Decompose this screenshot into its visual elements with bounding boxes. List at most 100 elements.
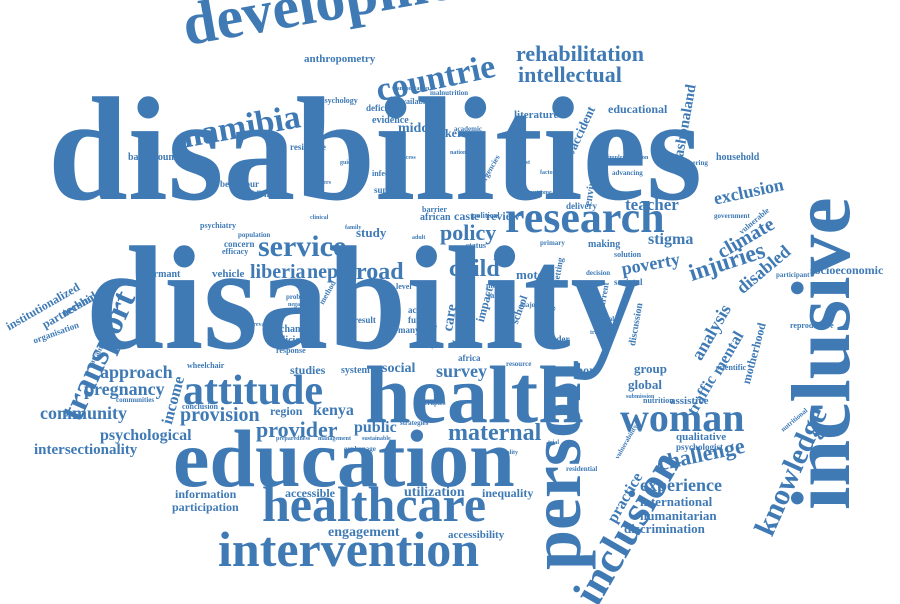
- word-international: international: [640, 494, 713, 509]
- word-health: health: [365, 349, 584, 440]
- word-problem: problem: [286, 293, 312, 301]
- word-communities: communities: [116, 396, 155, 404]
- word-deficiency: deficiency: [366, 103, 405, 113]
- word-participant: participant: [776, 271, 810, 279]
- word-decision: decision: [586, 269, 611, 277]
- word-resilience: resilience: [290, 142, 326, 152]
- word-policies: policies: [272, 335, 304, 346]
- word-political: political: [472, 211, 500, 220]
- word-disability: disability: [86, 217, 641, 381]
- word-government: government: [714, 212, 750, 220]
- word-family: family: [345, 225, 362, 231]
- word-availability: availability: [398, 97, 437, 106]
- word-motherhood: motherhood: [739, 321, 769, 386]
- word-result: result: [354, 315, 376, 325]
- word-needs: needs: [330, 195, 345, 201]
- word-accessible: accessible: [285, 486, 335, 500]
- word-psychiatry: psychiatry: [200, 221, 236, 230]
- word-woman: woman: [620, 395, 745, 440]
- word-submission: submission: [626, 394, 655, 400]
- word-conclusion: conclusion: [182, 402, 219, 411]
- word-rehabilitation: rehabilitation: [516, 41, 644, 66]
- word-literature: literature: [514, 109, 559, 121]
- word-societal: societal: [614, 277, 643, 287]
- word-quality: quality: [500, 450, 519, 456]
- word-teacher: teacher: [625, 195, 679, 214]
- word-educational: educational: [608, 102, 668, 116]
- word-therapies: therapies: [418, 399, 446, 407]
- word-discrimination: discrimination: [624, 521, 705, 536]
- word-report: report: [566, 363, 599, 377]
- word-pregnancy: pregnancy: [84, 379, 165, 399]
- word-scientific: scientific: [716, 363, 747, 372]
- word-negative: negative: [288, 302, 310, 308]
- word-lake: lake: [488, 291, 503, 300]
- word-change: change: [280, 324, 310, 335]
- word-response: response: [276, 346, 306, 355]
- word-delivery: delivery: [566, 201, 597, 211]
- word-vehicle: vehicle: [212, 268, 245, 280]
- word-behaviour: behaviour: [220, 179, 260, 189]
- word-survey: survey: [436, 361, 487, 381]
- word-development: development: [177, 0, 510, 58]
- word-status: status: [466, 241, 487, 250]
- word-african: african: [420, 212, 451, 223]
- word-outcome: outcome: [530, 190, 552, 196]
- word-cost: cost: [520, 160, 530, 166]
- word-intervention: intervention: [218, 521, 480, 577]
- word-gender: gender: [543, 334, 570, 344]
- word-utilization: utilization: [404, 485, 465, 500]
- word-child: child: [449, 256, 500, 282]
- word-africa: africa: [458, 353, 481, 363]
- word-prevalence: prevalence: [250, 322, 278, 328]
- word-wheelchair: wheelchair: [187, 361, 225, 370]
- word-assistive: assistive: [670, 395, 709, 407]
- word-intellectual: intellectual: [518, 62, 622, 87]
- word-healthcare: healthcare: [262, 476, 487, 532]
- word-transportation: transportation: [392, 86, 430, 92]
- word-academic: academic: [454, 125, 482, 133]
- word-background: background: [128, 152, 180, 163]
- word-participation: participation: [172, 500, 239, 514]
- word-kenya: kenya: [313, 402, 354, 419]
- word-psychology: psychology: [320, 96, 358, 105]
- word-orphanage: orphanage: [344, 445, 376, 453]
- word-reproductive: reproductive: [790, 321, 834, 330]
- word-education: education: [173, 413, 515, 504]
- word-anthropometry: anthropometry: [304, 53, 376, 65]
- word-acc: acc: [408, 305, 421, 315]
- word-residential: residential: [566, 465, 598, 473]
- word-infectious: infectious: [372, 169, 405, 178]
- word-factor: factor: [540, 170, 556, 176]
- word-global: global: [628, 377, 662, 392]
- word-solution: solution: [614, 250, 642, 259]
- word-inequality: inequality: [482, 486, 534, 500]
- word-major: major: [520, 301, 539, 309]
- word-worker: worker: [425, 126, 463, 140]
- word-strategies: strategies: [400, 419, 429, 427]
- word-management: management: [318, 436, 351, 442]
- word-right: right: [452, 337, 471, 347]
- word-level: level: [396, 282, 412, 291]
- word-household: household: [716, 152, 760, 163]
- word-population: population: [238, 231, 271, 239]
- word-experience: experience: [640, 475, 722, 495]
- word-research: research: [505, 193, 665, 242]
- word-clinical: clinical: [310, 215, 329, 221]
- word-psychological: psychological: [100, 427, 192, 444]
- word-system: system: [341, 365, 370, 376]
- word-malnutrition: malnutrition: [430, 89, 469, 97]
- word-making: making: [588, 239, 621, 250]
- word-implementation: implementation: [608, 155, 649, 161]
- word-guideline: guideline: [340, 160, 364, 166]
- word-fund: fund: [408, 315, 427, 325]
- word-community: community: [40, 403, 127, 423]
- word-region: region: [270, 404, 303, 418]
- word-informant: informant: [137, 269, 181, 280]
- word-study: study: [356, 225, 387, 240]
- word-youth: youth: [560, 150, 575, 156]
- word-primary: primary: [540, 239, 565, 247]
- word-disabilities: disabilities: [48, 68, 703, 232]
- word-motor: motor: [516, 267, 550, 282]
- word-nepal: nepal: [307, 261, 354, 283]
